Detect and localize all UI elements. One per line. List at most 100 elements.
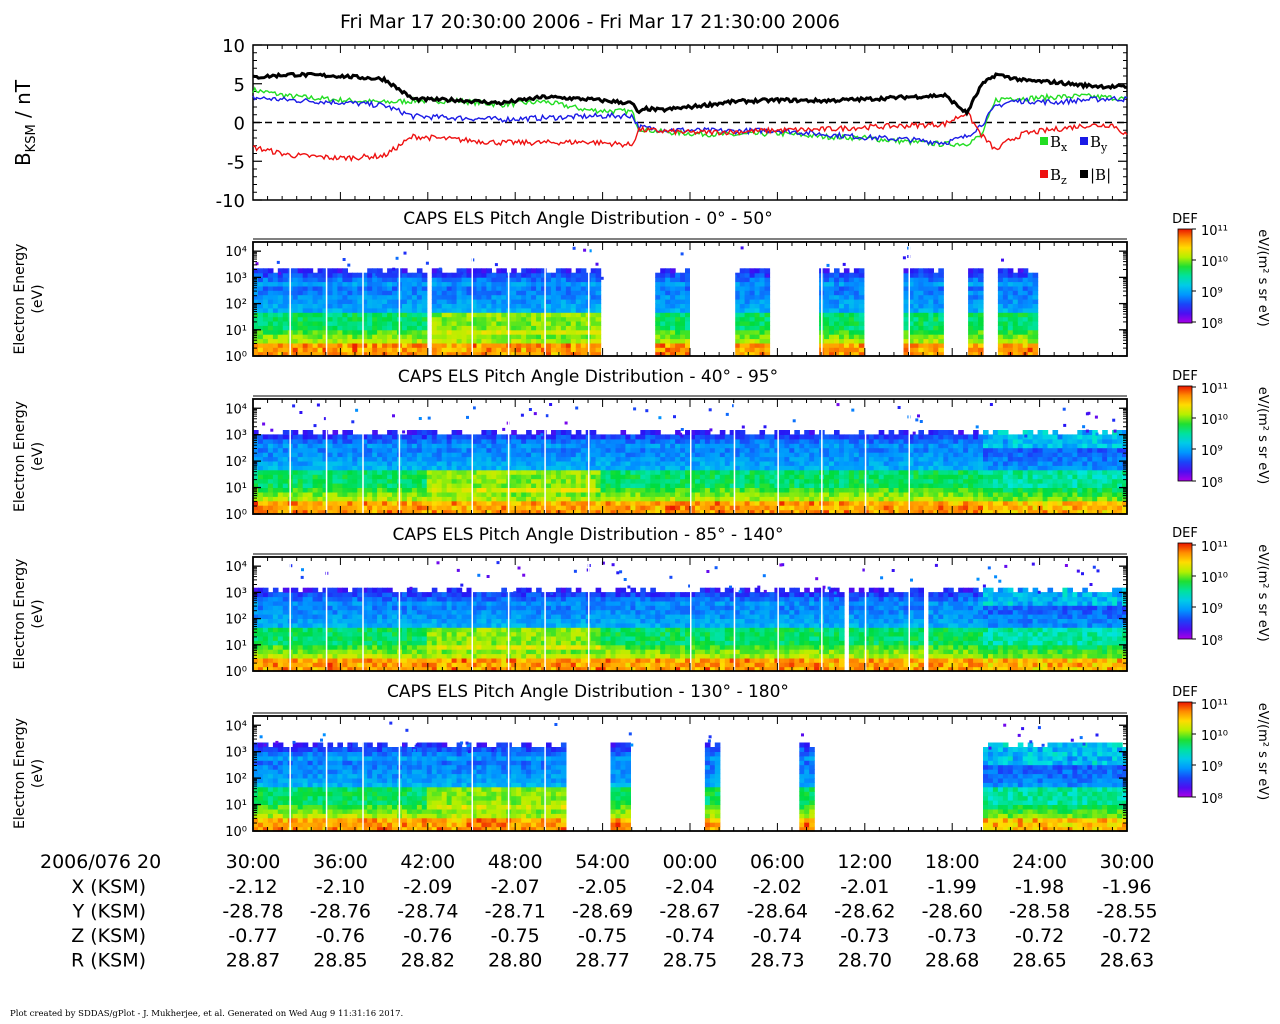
spectrogram-cell [764,320,771,326]
spectrogram-cell [262,316,269,322]
spectrogram-cell [416,447,423,453]
spectrogram-cell [749,443,756,449]
spectrogram-cell [655,430,661,435]
spectrogram-cell [406,509,413,515]
spectrogram-cell [570,272,577,278]
spectrogram-cell [456,303,463,309]
spectrogram-cell [476,456,483,462]
spectrogram-cell [968,277,974,283]
spectrogram-cell [923,325,929,331]
spectrogram-cell [655,509,661,515]
spectrogram-cell [640,500,646,506]
spectrogram-cell [461,496,468,502]
spectrogram-cell [1007,277,1014,283]
spectrogram-cell [853,347,860,353]
spectrogram-cell [307,351,314,357]
spectrogram-cell [928,478,934,484]
spectrogram-cell [466,496,473,502]
spectrogram-cell [352,438,358,444]
spectrogram-cell [759,456,766,462]
spectrogram-cell [913,351,920,357]
spectrogram-cell [680,334,686,340]
spectrogram-cell [908,281,915,287]
spectrogram-cell [858,342,865,348]
spectrogram-cell [342,338,348,344]
spectrogram-cell [262,325,269,331]
spectrogram-cell [312,312,319,318]
spectrogram-cell [536,474,542,480]
spectrogram-cell [531,438,537,444]
spectrogram-cell [392,456,398,462]
spectrogram-cell [933,290,939,296]
spectrogram-cell [595,277,602,283]
spectrogram-cell [436,452,443,458]
spectrogram-cell [342,438,348,444]
spectrogram-cell [461,325,468,331]
spectrogram-cell [769,491,776,497]
spectrogram-cell [367,443,373,449]
spectrogram-cell [804,460,810,466]
spectrogram-cell [848,452,855,458]
spectrogram-cell [372,474,378,480]
spectrogram-cell [411,456,418,462]
spectrogram-cell [824,456,830,462]
spectrogram-cell [839,294,845,300]
spectrogram-cell [526,474,532,480]
spectrogram-cell [824,465,830,471]
spectrogram-cell [565,338,572,344]
spectrogram-cell [387,509,393,515]
spectrogram-cell [317,491,324,497]
spectrogram-cell [526,299,532,304]
spectrogram-cell [739,338,746,344]
spectrogram-cell [516,351,522,357]
spectrogram-cell [829,285,835,291]
spectrogram-cell [923,277,929,283]
spectrogram-cell [307,443,314,449]
data-gap [362,242,364,356]
spectrogram-cell [680,299,686,304]
spectrogram-cell [883,460,890,466]
spectrogram-cell [347,299,353,304]
spectrogram-cell [471,307,478,313]
spectrogram-cell [446,294,453,300]
spectrogram-cell [377,277,383,283]
spectrogram-cell [382,272,388,278]
spectrogram-cell [764,294,771,300]
spectrogram-cell [824,320,830,326]
spectrogram-cell [650,478,656,484]
spectrogram-cell [824,325,830,331]
spectrogram-cell [620,438,627,444]
spectrogram-cell [347,483,353,488]
spectrogram-cell [471,496,478,502]
spectrogram-cell [1012,307,1019,313]
spectrogram-cell [451,320,458,326]
spectrogram-cell [486,347,492,353]
spectrogram-cell [754,438,761,444]
spectrogram-cell [372,281,378,287]
spectrogram-cell [521,320,527,326]
spectrogram-cell [292,285,299,291]
spectrogram-cell [297,342,304,348]
spectrogram-cell [327,456,334,462]
spectrogram-cell [680,320,686,326]
spectrogram-cell [402,325,408,331]
spectrogram-cell [541,491,547,497]
spectrogram-cell [555,505,562,511]
spectrogram-cell [406,491,413,497]
spectrogram-cell [501,487,507,493]
spectrogram-cell [858,347,865,353]
spectrogram-cell [680,447,686,453]
spectrogram-cell [873,460,880,466]
spectrogram-cell [436,496,443,502]
spectrogram-cell [521,294,527,300]
spectrogram-cell [843,438,850,444]
spectrogram-cell [650,500,656,506]
spectrogram-cell [272,447,279,453]
spectrogram-cell [883,452,890,458]
spectrogram-cell [655,325,661,331]
spectrogram-cell [1002,277,1009,283]
spectrogram-cell [377,303,383,309]
spectrogram-cell [471,325,478,331]
spectrogram-cell [416,460,423,466]
spectrogram-cell [675,487,681,493]
